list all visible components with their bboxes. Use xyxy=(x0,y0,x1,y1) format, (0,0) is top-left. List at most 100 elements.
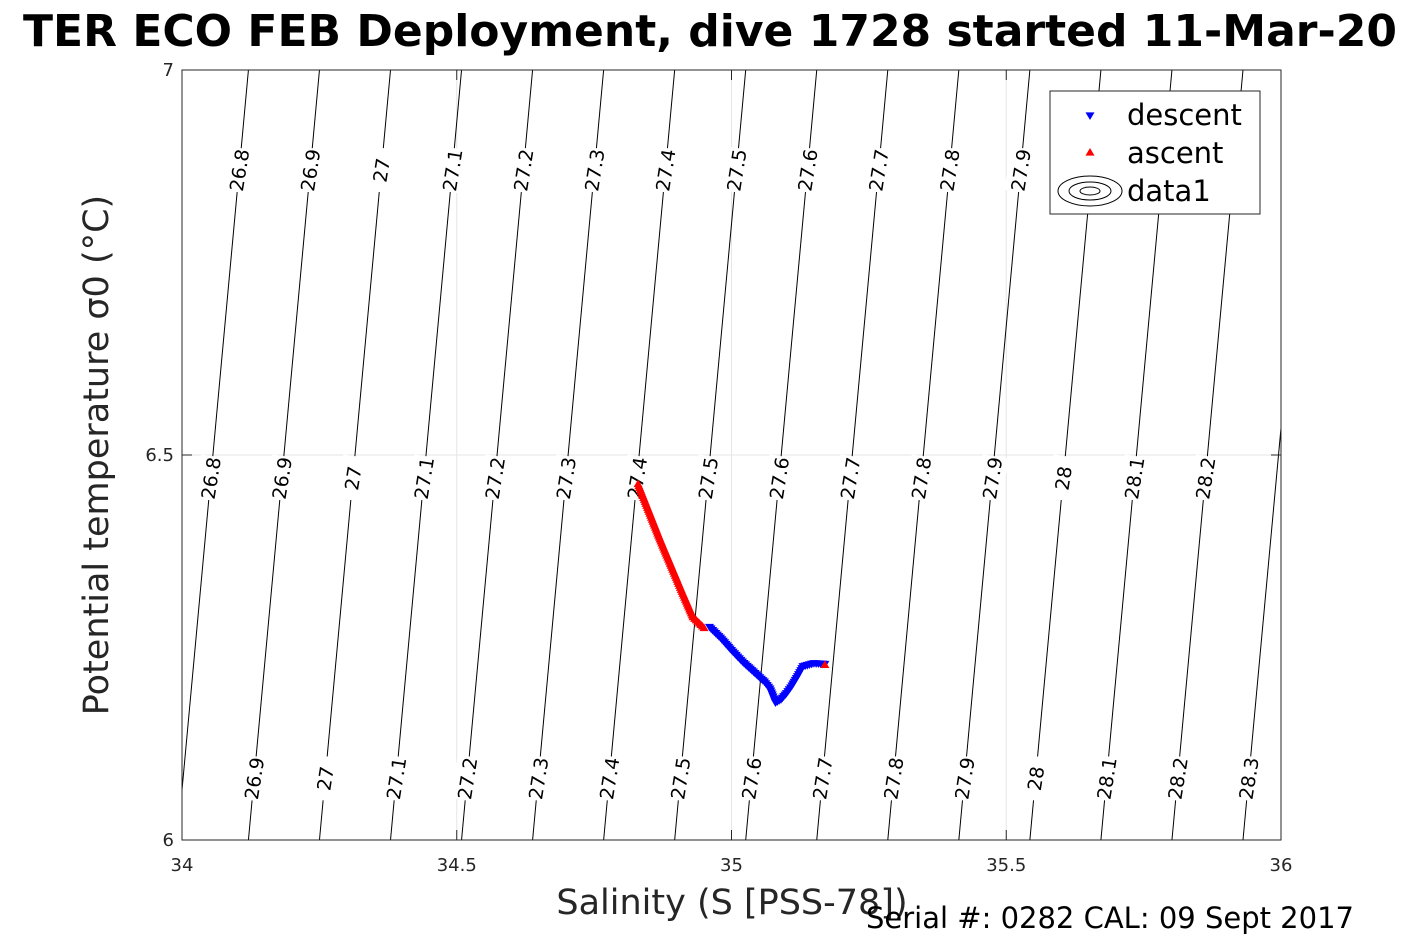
contour-line xyxy=(887,70,960,840)
contour-label-group: 26.8 xyxy=(194,454,228,502)
contour-line xyxy=(958,70,1031,840)
legend-ascent-label: ascent xyxy=(1127,136,1223,170)
contour-label-background xyxy=(1019,754,1052,803)
contour-line xyxy=(532,70,605,840)
contour-label-background xyxy=(578,146,611,194)
contour-line xyxy=(247,70,320,840)
contour-label-group: 27.7 xyxy=(862,146,895,194)
contour-label-group: 27.4 xyxy=(593,754,626,803)
contour-line xyxy=(745,70,818,840)
density-contour-labels: 26.8 26.9 27 27.1 27.2 27.3 27.4 27.5 27.6 27.7 27… xyxy=(194,146,1265,803)
contour-label-group: 27.5 xyxy=(664,754,697,803)
contour-line xyxy=(318,70,392,840)
contour-lines xyxy=(182,70,1385,840)
contour-label-group: 27.4 xyxy=(649,146,682,194)
contour-label-background xyxy=(1189,454,1222,502)
contour-label-background xyxy=(308,754,342,803)
contour-label-group: 27.8 xyxy=(877,754,910,803)
y-axis-label: Potential temperature σ0 (°C) xyxy=(77,195,117,715)
contour-label-background xyxy=(265,454,299,502)
contour-label-background xyxy=(478,454,512,502)
x-tick-label: 34.5 xyxy=(437,855,477,876)
contour-label-background xyxy=(1118,454,1151,502)
contour-label-group: 27.2 xyxy=(450,754,484,803)
contour-label-background xyxy=(948,754,981,803)
legend-ascent-marker xyxy=(1085,147,1095,156)
legend: descent ascent data1 xyxy=(1049,90,1261,215)
contour-label: 28 xyxy=(1024,765,1050,792)
contour-label-group: 28.1 xyxy=(1118,454,1151,502)
contour-label-background xyxy=(720,146,753,194)
contour-label-background xyxy=(649,146,682,194)
x-tick-label: 36 xyxy=(1270,855,1293,876)
contour-label-background xyxy=(735,754,768,803)
contour-line xyxy=(603,70,676,840)
y-tick-label: 7 xyxy=(163,60,174,81)
contour-label-background xyxy=(933,146,966,194)
contour-label-group: 28.2 xyxy=(1189,454,1222,502)
legend-contour-icon xyxy=(1057,175,1123,207)
contour-label-group: 27.5 xyxy=(720,146,753,194)
contour-label-background xyxy=(691,454,725,502)
contour-label: 28 xyxy=(1051,465,1077,492)
contour-label-group: 27.6 xyxy=(791,146,824,194)
contour-label-group: 28.1 xyxy=(1090,754,1123,803)
contour-label-group: 27.7 xyxy=(833,454,867,502)
contour-label-background xyxy=(549,454,583,502)
contour-label-background xyxy=(194,454,228,502)
contour-label-group: 26.9 xyxy=(237,754,271,803)
contour-label-group: 27.6 xyxy=(762,454,796,502)
contour-label-background xyxy=(407,454,441,502)
contour-label-group: 27.8 xyxy=(933,146,966,194)
contour-label-group: 28.3 xyxy=(1232,754,1265,803)
contour-label-background xyxy=(1046,454,1080,502)
y-tick-label: 6.5 xyxy=(145,445,174,466)
contour-label-group: 27.6 xyxy=(735,754,768,803)
contour-label-background xyxy=(521,754,555,803)
contour-label-group: 27.3 xyxy=(549,454,583,502)
contour-label: 27 xyxy=(370,157,396,184)
x-tick-label: 34 xyxy=(171,855,194,876)
contour-label-background xyxy=(1232,754,1265,803)
contour-label-group: 27.3 xyxy=(521,754,555,803)
contour-label-background xyxy=(593,754,626,803)
legend-ascent-triangle xyxy=(1085,147,1095,156)
contour-label-background xyxy=(450,754,484,803)
contour-line xyxy=(816,70,889,840)
axis-tick-labels: 34 34.5 35 35.5 36 6 6.5 7 xyxy=(145,60,1292,876)
contour-label-background xyxy=(222,146,256,194)
contour-label-group: 27.5 xyxy=(691,454,725,502)
contour-label-background xyxy=(507,146,540,194)
contour-label-group: 27.1 xyxy=(436,146,469,194)
y-tick-label: 6 xyxy=(163,830,174,851)
contour-label-group: 27.7 xyxy=(806,754,839,803)
ascent-point xyxy=(820,660,830,669)
data-points xyxy=(633,479,830,707)
contour-line xyxy=(1314,70,1385,840)
contour-label-background xyxy=(379,754,413,803)
contour-line xyxy=(674,70,747,840)
y-axis-label-group: Potential temperature σ0 (°C) xyxy=(77,195,117,715)
contour-label-group: 27.9 xyxy=(1004,146,1037,194)
serial-calibration-footer: Serial #: 0282 CAL: 09 Sept 2017 xyxy=(866,901,1354,935)
contour-label-background xyxy=(806,754,839,803)
contour-label-group: 28.2 xyxy=(1161,754,1194,803)
contour-label-group: 27 xyxy=(308,754,342,803)
contour-label-group: 27 xyxy=(336,454,370,502)
contour-label-background xyxy=(336,454,370,502)
legend-descent-triangle xyxy=(1085,112,1095,121)
legend-data1-label: data1 xyxy=(1127,174,1211,208)
contour-line xyxy=(182,70,249,796)
contour-label-group: 26.8 xyxy=(222,146,256,194)
contour-label: 27 xyxy=(341,465,367,492)
contour-label-group: 26.9 xyxy=(265,454,299,502)
contour-label: 27 xyxy=(313,765,339,792)
contour-label-background xyxy=(664,754,697,803)
x-tick-label: 35.5 xyxy=(986,855,1026,876)
density-contours xyxy=(182,70,1385,840)
contour-label-group: 27.2 xyxy=(507,146,540,194)
contour-label-group: 28 xyxy=(1046,454,1080,502)
legend-descent-marker xyxy=(1085,112,1095,121)
contour-label-group: 26.9 xyxy=(293,146,327,194)
